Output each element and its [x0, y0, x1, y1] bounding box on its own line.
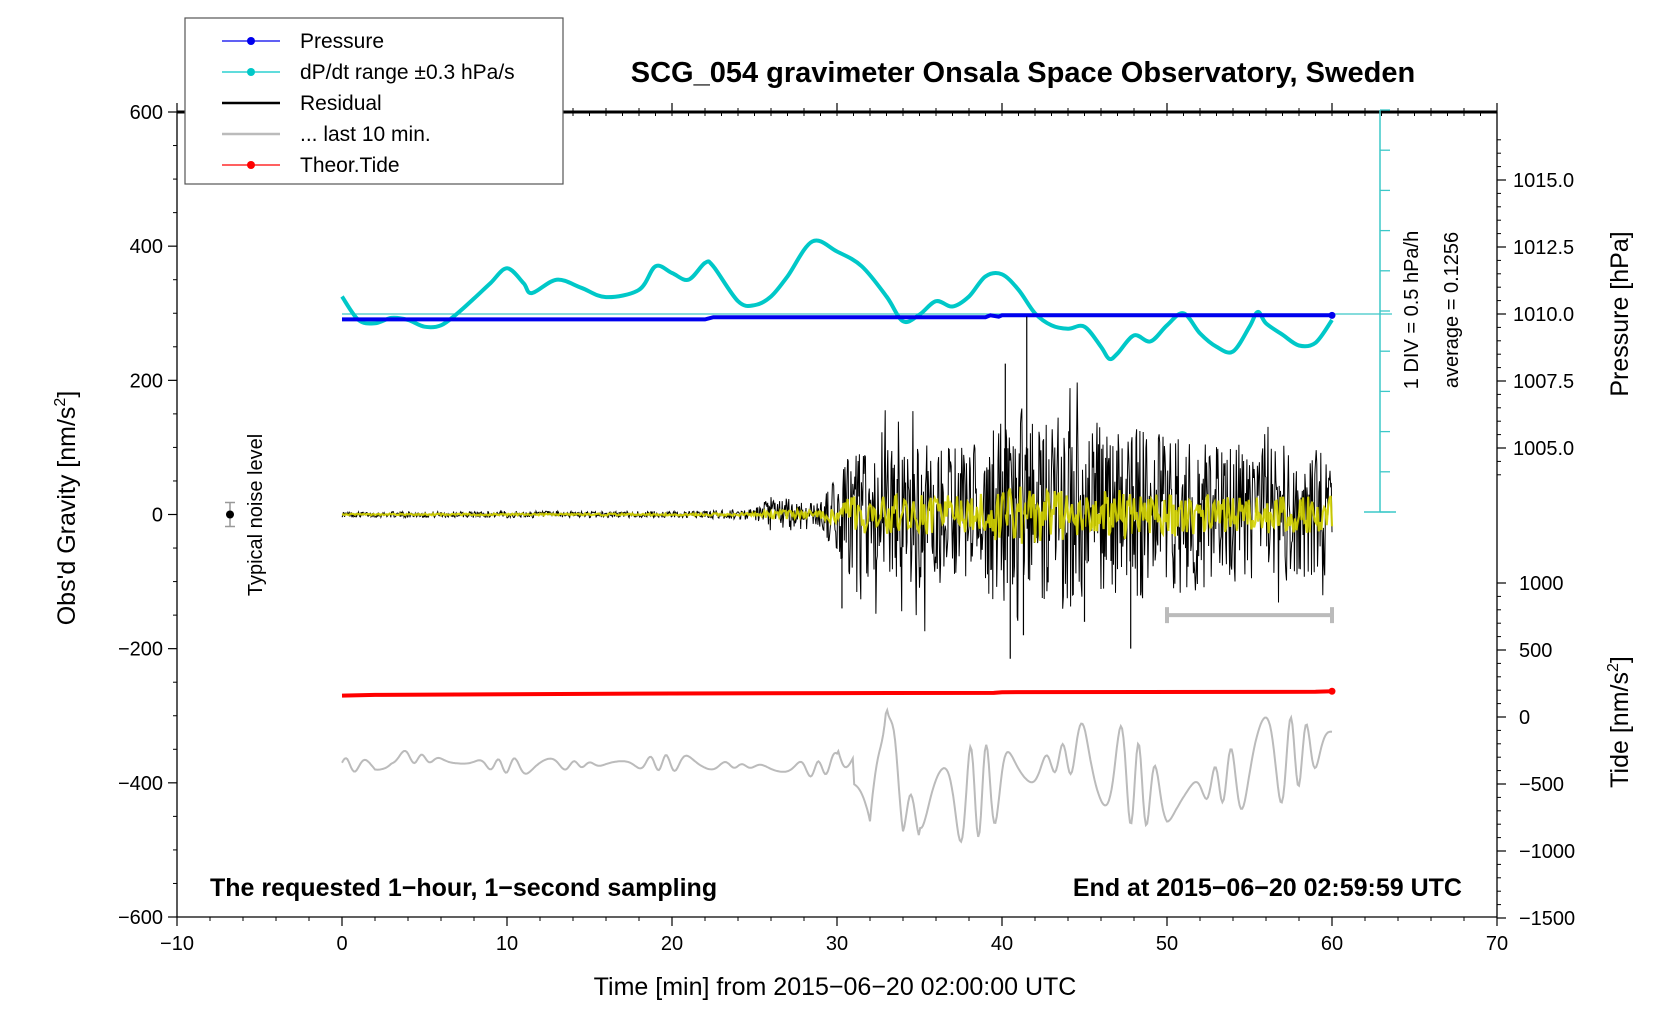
y-axis-left: −600 −400 −200 0 200 400 600: [118, 102, 177, 929]
y-left-label-main: Obs'd Gravity [nm/s: [53, 407, 81, 626]
legend-item-label: Residual: [300, 92, 382, 115]
y-tick-label: 600: [130, 102, 163, 124]
tide-tick-label: 500: [1519, 640, 1552, 662]
series-pressure-line: [342, 313, 1332, 322]
annotation-end-time: End at 2015−06−20 02:59:59 UTC: [1073, 874, 1462, 902]
y-left-label-sup: 2: [52, 398, 69, 407]
x-tick-label: 60: [1321, 933, 1343, 955]
series-tide-line: [341, 689, 1333, 698]
y-tide-label-main: Tide [nm/s: [1606, 672, 1634, 788]
dpdt-scale-bar: [1364, 109, 1396, 513]
legend-item-label: dP/dt range ±0.3 hPa/s: [300, 61, 515, 84]
scale-average-label: average = 0.1256: [1441, 232, 1463, 388]
y-axis-left-label: Obs'd Gravity [nm/s2]: [52, 391, 81, 626]
x-axis-label: Time [min] from 2015−06−20 02:00:00 UTC: [594, 973, 1077, 1001]
legend: Pressure dP/dt range ±0.3 hPa/s Residual..…: [184, 17, 564, 185]
noise-level-marker: [225, 501, 235, 528]
pressure-tick-label: 1005.0: [1513, 438, 1574, 460]
tide-tick-label: 0: [1519, 707, 1530, 729]
pressure-tick-label: 1012.5: [1513, 237, 1574, 259]
y-tick-label: 400: [130, 236, 163, 258]
pressure-tick-label: 1015.0: [1513, 170, 1574, 192]
y-left-label-close: ]: [53, 391, 81, 398]
tide-tick-label: −1000: [1519, 841, 1575, 863]
scale-div-label: 1 DIV = 0.5 hPa/h: [1401, 231, 1423, 389]
x-tick-label: 10: [496, 933, 518, 955]
x-tick-label: 40: [991, 933, 1013, 955]
chart-title: SCG_054 gravimeter Onsala Space Observat…: [631, 57, 1415, 89]
y-tide-label-sup: 2: [1605, 663, 1622, 672]
series-residual-filtered: [341, 486, 1334, 544]
tide-tick-label: −500: [1519, 774, 1564, 796]
y-tick-label: −400: [118, 773, 163, 795]
legend-item-label: Theor.Tide: [300, 154, 400, 177]
series-group: [340, 238, 1392, 844]
legend-swatch-marker: [247, 37, 255, 45]
tide-tick-label: −1500: [1519, 908, 1575, 930]
series-dpdt-line: [340, 238, 1334, 362]
x-tick-label: −10: [160, 933, 194, 955]
legend-swatch-marker: [247, 68, 255, 76]
x-tick-label: 0: [336, 933, 347, 955]
noise-point: [226, 510, 234, 519]
annotation-sampling: The requested 1−hour, 1−second sampling: [210, 874, 717, 902]
x-tick-label: 30: [826, 933, 848, 955]
pressure-tick-label: 1010.0: [1513, 304, 1574, 326]
y-tick-label: −600: [118, 907, 163, 929]
legend-item-label: Pressure: [300, 30, 384, 53]
y-axis-pressure-label: Pressure [hPa]: [1606, 231, 1634, 396]
y-tide-label-close: ]: [1606, 656, 1634, 663]
x-tick-label: 50: [1156, 933, 1178, 955]
x-tick-label: 70: [1486, 933, 1508, 955]
legend-box: [184, 17, 564, 185]
tide-tick-label: 1000: [1519, 573, 1564, 595]
y-axis-pressure: 1015.0 1012.5 1010.0 1007.5 1005.0: [1497, 139, 1574, 476]
pressure-tick-label: 1007.5: [1513, 371, 1574, 393]
series-tide-endpoint: [1328, 687, 1336, 695]
noise-level-label: Typical noise level: [245, 434, 267, 596]
series-last10-line: [341, 707, 1333, 844]
x-tick-label: 20: [661, 933, 683, 955]
y-tick-label: 0: [152, 505, 163, 527]
y-tick-label: 200: [130, 370, 163, 392]
legend-swatch-marker: [247, 161, 255, 169]
legend-item-label: ... last 10 min.: [300, 123, 431, 146]
y-tick-label: −200: [118, 639, 163, 661]
x-axis: −10 0 10 20 30 40 50 60 70: [160, 103, 1508, 955]
series-residual-line: [341, 382, 1333, 632]
y-axis-tide: 1000 500 0 −500 −1000 −1500: [1497, 573, 1575, 930]
y-axis-tide-label: Tide [nm/s2]: [1605, 656, 1634, 788]
series-pressure-endpoint: [1328, 311, 1336, 319]
